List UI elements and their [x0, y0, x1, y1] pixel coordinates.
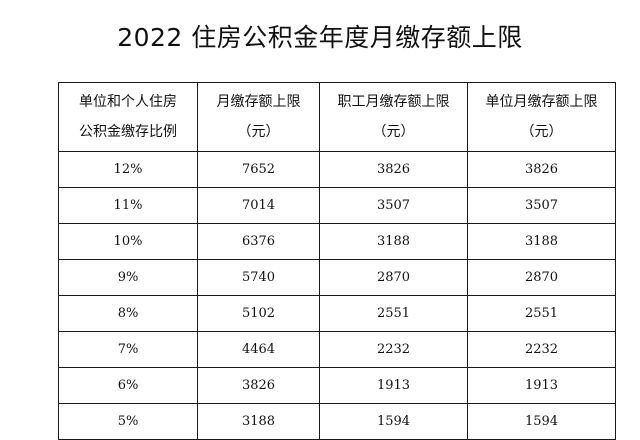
- employee-limit-cell: 2232: [319, 331, 468, 368]
- table-row: 8% 5102 2551 2551: [58, 295, 616, 332]
- header-line: （元）: [520, 124, 563, 140]
- total-limit-cell: 7652: [197, 151, 320, 188]
- employer-limit-cell: 2551: [467, 295, 616, 332]
- table-header-row: 单位和个人住房 公积金缴存比例 月缴存额上限 （元） 职工月缴存额上限 （元） …: [58, 82, 616, 152]
- employer-limit-cell: 2232: [467, 331, 616, 368]
- rate-cell: 7%: [58, 331, 198, 368]
- table-row: 9% 5740 2870 2870: [58, 259, 616, 296]
- total-limit-cell: 7014: [197, 187, 320, 224]
- rate-cell: 9%: [58, 259, 198, 296]
- rate-cell: 8%: [58, 295, 198, 332]
- rate-cell: 11%: [58, 187, 198, 224]
- employee-limit-cell: 3188: [319, 223, 468, 260]
- employer-limit-cell: 2870: [467, 259, 616, 296]
- total-limit-cell: 6376: [197, 223, 320, 260]
- rate-cell: 5%: [58, 403, 198, 440]
- header-employer-limit: 单位月缴存额上限 （元）: [467, 82, 616, 152]
- table-row: 12% 7652 3826 3826: [58, 151, 616, 188]
- header-line: 职工月缴存额上限: [337, 94, 450, 110]
- employee-limit-cell: 2551: [319, 295, 468, 332]
- page-title: 2022 住房公积金年度月缴存额上限: [117, 23, 523, 52]
- header-line: 月缴存额上限: [216, 94, 301, 110]
- total-limit-cell: 3826: [197, 367, 320, 404]
- employer-limit-cell: 3188: [467, 223, 616, 260]
- rate-cell: 12%: [58, 151, 198, 188]
- header-monthly-limit: 月缴存额上限 （元）: [197, 82, 320, 152]
- header-line: 单位月缴存额上限: [485, 94, 598, 110]
- rate-cell: 6%: [58, 367, 198, 404]
- table-row: 6% 3826 1913 1913: [58, 367, 616, 404]
- table-row: 5% 3188 1594 1594: [58, 403, 616, 440]
- header-line: （元）: [372, 124, 415, 140]
- employer-limit-cell: 1913: [467, 367, 616, 404]
- employee-limit-cell: 1594: [319, 403, 468, 440]
- header-line: 公积金缴存比例: [79, 124, 177, 140]
- employee-limit-cell: 3507: [319, 187, 468, 224]
- header-contribution-rate: 单位和个人住房 公积金缴存比例: [58, 82, 198, 152]
- header-line: （元）: [237, 124, 280, 140]
- employer-limit-cell: 3507: [467, 187, 616, 224]
- employer-limit-cell: 3826: [467, 151, 616, 188]
- total-limit-cell: 5102: [197, 295, 320, 332]
- total-limit-cell: 3188: [197, 403, 320, 440]
- rate-cell: 10%: [58, 223, 198, 260]
- employee-limit-cell: 2870: [319, 259, 468, 296]
- total-limit-cell: 5740: [197, 259, 320, 296]
- employee-limit-cell: 1913: [319, 367, 468, 404]
- employee-limit-cell: 3826: [319, 151, 468, 188]
- total-limit-cell: 4464: [197, 331, 320, 368]
- header-employee-limit: 职工月缴存额上限 （元）: [319, 82, 468, 152]
- contribution-limit-table: 单位和个人住房 公积金缴存比例 月缴存额上限 （元） 职工月缴存额上限 （元） …: [58, 82, 616, 440]
- table-row: 10% 6376 3188 3188: [58, 223, 616, 260]
- header-line: 单位和个人住房: [79, 94, 177, 110]
- employer-limit-cell: 1594: [467, 403, 616, 440]
- table-row: 11% 7014 3507 3507: [58, 187, 616, 224]
- table-row: 7% 4464 2232 2232: [58, 331, 616, 368]
